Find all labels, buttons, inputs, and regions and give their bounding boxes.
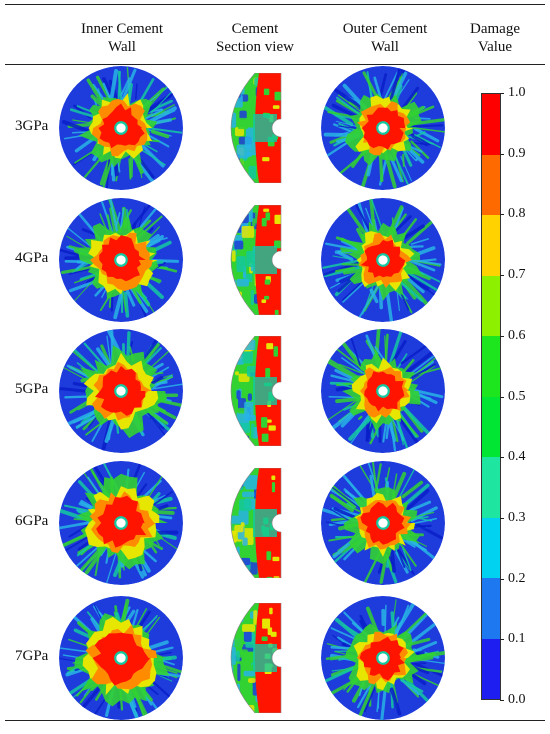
header-inner-cement-wall: Inner Cement Wall xyxy=(62,20,182,56)
colorbar-segment xyxy=(482,578,500,639)
colorbar-tick xyxy=(500,578,504,580)
colorbar-tick xyxy=(500,700,504,701)
colorbar-segment xyxy=(482,457,500,518)
colorbar-tick xyxy=(500,639,504,641)
cement-section-view-contour xyxy=(230,603,282,713)
colorbar-tick xyxy=(500,214,504,216)
colorbar-tick-label: 0.2 xyxy=(508,570,526,586)
row-label: 3GPa xyxy=(15,118,49,134)
cement-section-view-contour xyxy=(230,73,282,183)
colorbar-tick xyxy=(500,396,504,398)
colorbar-segment xyxy=(482,94,500,155)
outer-cement-wall-contour xyxy=(321,66,445,190)
colorbar-segment xyxy=(482,517,500,578)
outer-cement-wall-contour xyxy=(321,461,445,585)
header-line: Inner Cement xyxy=(80,21,164,37)
cement-section-view-contour xyxy=(230,336,282,446)
colorbar-tick-label: 1.0 xyxy=(508,85,526,100)
header-line: Cement xyxy=(231,21,279,37)
colorbar-tick xyxy=(500,153,504,155)
colorbar-tick xyxy=(500,457,504,459)
inner-cement-wall-contour xyxy=(59,461,183,585)
bottom-rule xyxy=(5,720,545,721)
outer-cement-wall-contour xyxy=(321,329,445,453)
colorbar-tick-label: 0.8 xyxy=(508,206,526,222)
colorbar-tick-label: 0.3 xyxy=(508,509,526,525)
row-label: 6GPa xyxy=(15,513,49,529)
colorbar-tick-label: 0.5 xyxy=(508,388,526,404)
outer-cement-wall-contour xyxy=(321,596,445,720)
colorbar-segment xyxy=(482,215,500,276)
header-line: Section view xyxy=(216,39,294,55)
header-line: Damage xyxy=(470,21,520,37)
header-damage-value: Damage Value xyxy=(455,20,535,56)
header-cement-section-view: Cement Section view xyxy=(195,20,315,56)
inner-cement-wall-contour xyxy=(59,329,183,453)
inner-cement-wall-contour xyxy=(59,596,183,720)
colorbar-segment xyxy=(482,154,500,215)
header-line: Value xyxy=(477,39,513,55)
header-outer-cement-wall: Outer Cement Wall xyxy=(320,20,450,56)
colorbar-segment xyxy=(482,396,500,457)
colorbar xyxy=(481,93,501,700)
row-label: 7GPa xyxy=(15,648,49,664)
row-label: 5GPa xyxy=(15,381,49,397)
colorbar-tick xyxy=(500,275,504,277)
colorbar-tick xyxy=(500,517,504,519)
header-line: Wall xyxy=(108,39,136,55)
colorbar-tick-label: 0.4 xyxy=(508,449,526,465)
colorbar-segment xyxy=(482,336,500,397)
colorbar-segment xyxy=(482,275,500,336)
row-label: 4GPa xyxy=(15,250,49,266)
header-rule xyxy=(5,64,545,65)
colorbar-tick-label: 0.1 xyxy=(508,631,526,647)
colorbar-tick-label: 0.7 xyxy=(508,267,526,283)
inner-cement-wall-contour xyxy=(59,66,183,190)
colorbar-tick xyxy=(500,335,504,337)
cement-section-view-contour xyxy=(230,468,282,578)
header-line: Wall xyxy=(371,39,399,55)
colorbar-tick xyxy=(500,93,504,94)
outer-cement-wall-contour xyxy=(321,198,445,322)
colorbar-tick-label: 0.9 xyxy=(508,145,526,161)
colorbar-tick-label: 0.6 xyxy=(508,327,526,343)
cement-section-view-contour xyxy=(230,205,282,315)
inner-cement-wall-contour xyxy=(59,198,183,322)
colorbar-tick-label: 0.0 xyxy=(508,692,526,707)
top-rule xyxy=(5,4,545,5)
colorbar-segment xyxy=(482,638,500,699)
header-line: Outer Cement xyxy=(342,21,428,37)
